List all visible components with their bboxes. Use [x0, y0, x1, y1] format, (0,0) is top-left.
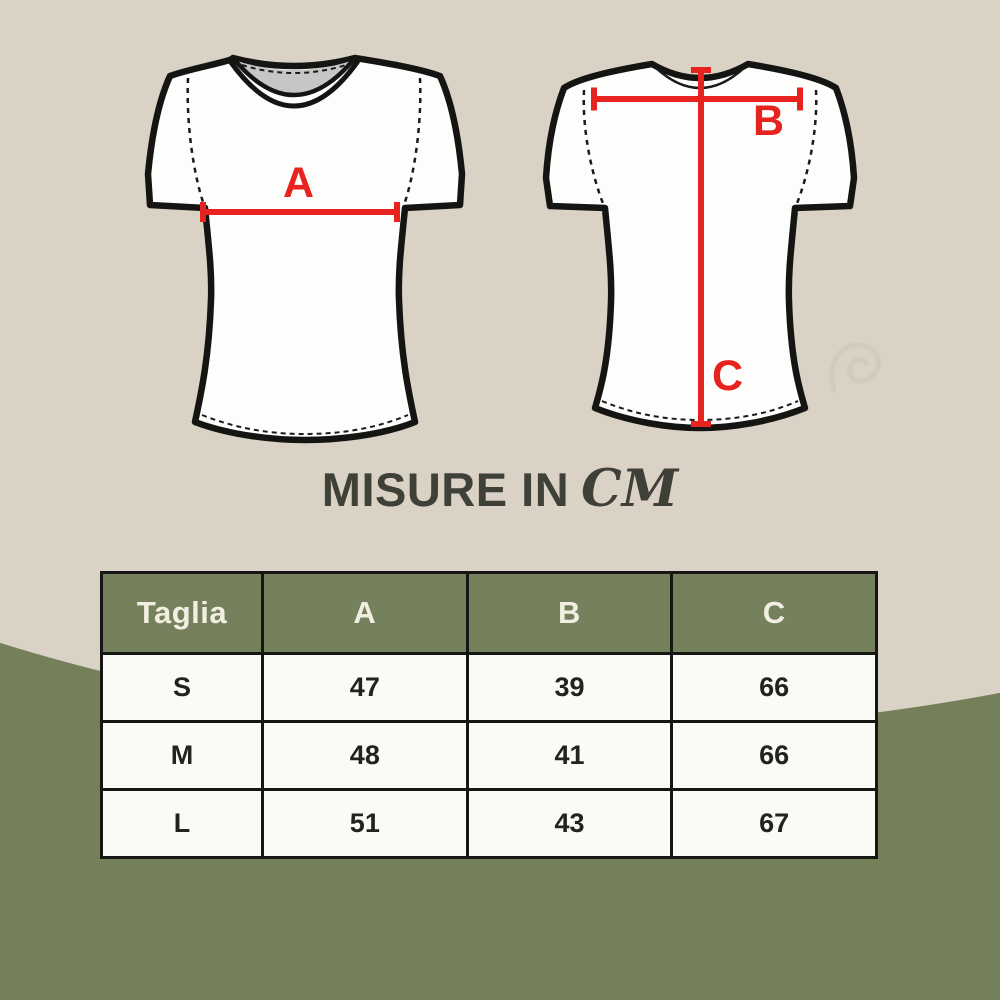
cell-l-b: 43 [468, 791, 671, 856]
header-cell-b: B [468, 574, 671, 652]
front-shirt-outline [144, 54, 466, 444]
cell-l-a: 51 [264, 791, 466, 856]
cell-m-c: 66 [673, 723, 875, 788]
back-left-sleeve-seam [582, 89, 606, 207]
measure-line-b-shoulder-width [591, 96, 803, 102]
title-text: MISURE IN [321, 463, 570, 516]
title-unit-cm: CM [581, 459, 679, 519]
measure-label-a: A [283, 159, 315, 207]
cell-size-m: M [103, 723, 261, 788]
front-left-sleeve-seam [186, 77, 206, 206]
cell-m-b: 41 [468, 723, 671, 788]
cell-s-c: 66 [673, 655, 875, 720]
size-table: Taglia A B C S 47 39 66 M 48 41 66 L 51 … [100, 571, 878, 859]
cell-size-l: L [103, 791, 261, 856]
front-collar-inner-edge [231, 56, 357, 98]
measure-label-c: C [712, 352, 744, 400]
measure-line-a-chest-width [200, 209, 400, 215]
cell-s-a: 47 [264, 655, 466, 720]
cell-size-s: S [103, 655, 261, 720]
front-right-sleeve-seam [402, 77, 422, 206]
back-right-sleeve-seam [794, 89, 818, 207]
measure-label-b: B [753, 97, 785, 145]
header-cell-a: A [264, 574, 466, 652]
tshirt-back-illustration [542, 60, 858, 432]
page-title: MISURE IN CM [0, 459, 1000, 519]
cell-s-b: 39 [468, 655, 671, 720]
cell-m-a: 48 [264, 723, 466, 788]
cell-l-c: 67 [673, 791, 875, 856]
front-neck-stitch [241, 64, 347, 74]
measure-line-c-length [698, 67, 704, 427]
front-collar-outer-edge [227, 59, 361, 109]
flourish-decoration [829, 342, 881, 393]
header-cell-c: C [673, 574, 875, 652]
header-cell-size: Taglia [103, 574, 261, 652]
tshirt-front-illustration [144, 54, 466, 444]
flourish-curl [829, 342, 881, 393]
